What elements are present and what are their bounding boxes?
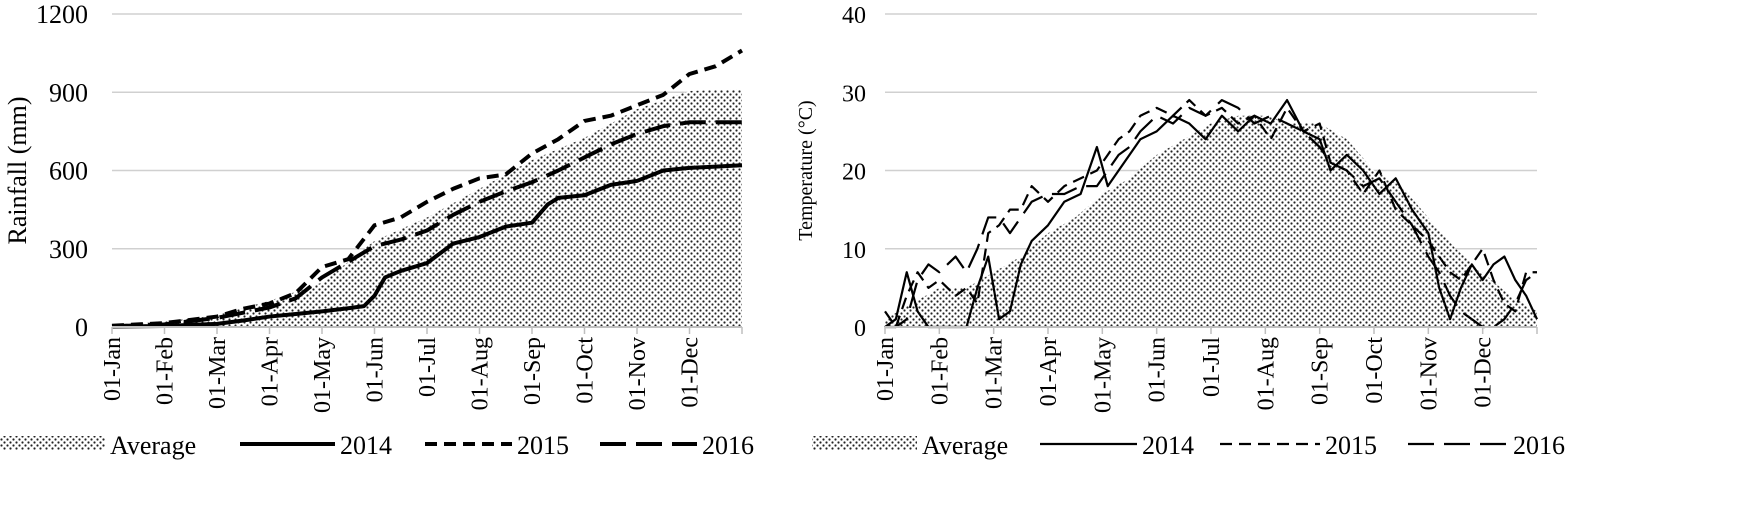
x-tick-label: 01-Mar	[982, 337, 1008, 409]
legend-label-Average: Average	[922, 431, 1008, 460]
x-tick-label: 01-Oct	[1362, 337, 1388, 404]
series-average-area	[885, 115, 1537, 327]
x-tick-label: 01-May	[310, 337, 336, 413]
y-tick-label: 0	[75, 313, 88, 342]
x-tick-label: 01-Jul	[415, 337, 441, 397]
legend-swatch-average	[812, 436, 917, 450]
x-tick-label: 01-Sep	[1308, 337, 1334, 405]
y-axis-label: Temperature (°C)	[795, 100, 817, 240]
x-tick-label: 01-Feb	[927, 337, 953, 405]
series-line-2016	[111, 120, 742, 329]
x-tick-label: 01-Mar	[205, 337, 231, 409]
legend-label-2014: 2014	[1142, 431, 1194, 460]
series-line-2014	[111, 163, 743, 329]
legend-label-2016: 2016	[702, 431, 754, 460]
y-tick-label: 300	[49, 235, 88, 264]
series-line-2016	[885, 98, 1538, 329]
x-tick-label: 01-Apr	[1036, 337, 1062, 406]
x-tick-label: 01-Oct	[573, 337, 599, 404]
y-tick-label: 1200	[36, 0, 88, 29]
y-axis-label: Rainfall (mm)	[3, 96, 32, 244]
x-tick-label: 01-Nov	[1416, 337, 1442, 410]
legend-label-2015: 2015	[1325, 431, 1377, 460]
series-line-2014	[884, 98, 1538, 329]
x-tick-label: 01-Jan	[100, 337, 126, 401]
series-line-2015	[111, 48, 744, 328]
x-tick-label: 01-May	[1090, 337, 1116, 413]
x-tick-label: 01-Aug	[1253, 337, 1279, 410]
x-tick-label: 01-Jan	[873, 337, 899, 401]
x-tick-label: 01-Feb	[153, 337, 179, 405]
y-tick-label: 30	[842, 81, 866, 107]
x-tick-label: 01-Jun	[363, 337, 389, 402]
x-tick-label: 01-Jul	[1199, 337, 1225, 397]
x-tick-label: 01-Dec	[1471, 337, 1497, 408]
series-average-area	[112, 89, 742, 328]
rainfall-chart: 0 300 600 900 1200 Rainfall (mm) 01-Jan 01-Feb 0…	[0, 0, 754, 460]
temperature-chart: 0 10 20 30 40 Temperature (°C) 01-Jan 01-Feb 01-…	[795, 3, 1565, 460]
legend-swatch-average	[0, 436, 105, 450]
legend-label-2016: 2016	[1513, 431, 1565, 460]
y-tick-label: 900	[49, 78, 88, 107]
series-line-2015	[884, 98, 1537, 329]
x-tick-label: 01-Aug	[468, 337, 494, 410]
x-tick-label: 01-Nov	[625, 337, 651, 410]
x-tick-label: 01-Sep	[520, 337, 546, 405]
y-tick-label: 600	[49, 157, 88, 186]
legend-label-2015: 2015	[517, 431, 569, 460]
y-tick-label: 40	[842, 3, 866, 29]
x-tick-label: 01-Dec	[678, 337, 704, 408]
x-tick-label: 01-Jun	[1145, 337, 1171, 402]
y-tick-label: 0	[854, 316, 866, 342]
legend-label-Average: Average	[110, 431, 196, 460]
y-tick-label: 20	[842, 160, 866, 186]
y-tick-label: 10	[842, 238, 866, 264]
legend-label-2014: 2014	[340, 431, 392, 460]
x-tick-label: 01-Apr	[258, 337, 284, 406]
